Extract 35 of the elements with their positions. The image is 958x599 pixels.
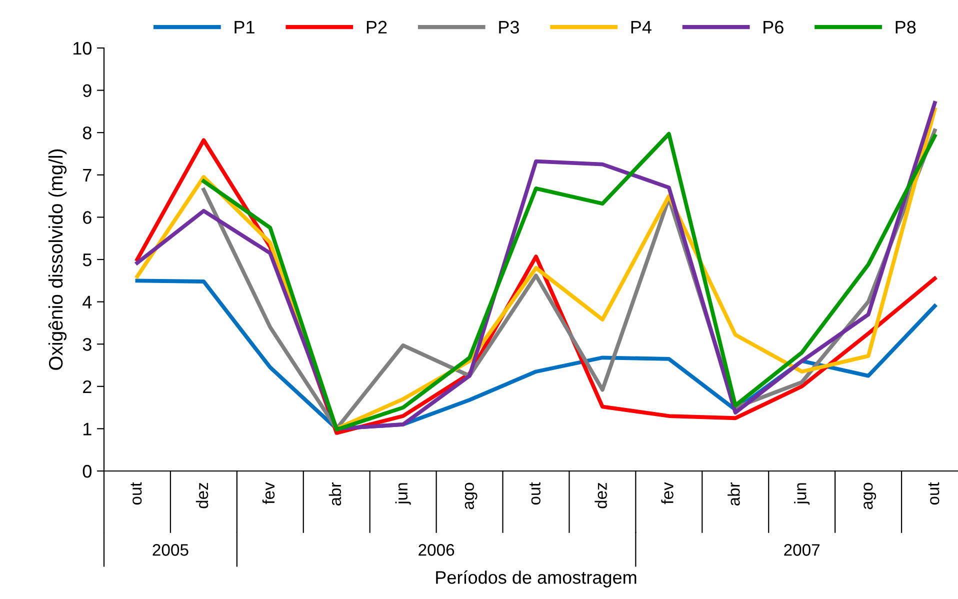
legend-label: P6 bbox=[764, 20, 784, 34]
x-tick-label: ago bbox=[464, 482, 478, 510]
x-tick-label: fev bbox=[262, 482, 275, 504]
x-tick-label: out bbox=[530, 482, 540, 505]
x-tick-label: out bbox=[928, 482, 940, 505]
x-tick-label: ago bbox=[864, 482, 876, 510]
y-tick-label: 1 bbox=[84, 422, 92, 436]
y-tick-label: 8 bbox=[82, 126, 92, 140]
x-tick-label: dez bbox=[196, 482, 208, 508]
x-tick-label: abr bbox=[728, 482, 740, 506]
x-axis-title: Períodos de amostragem bbox=[436, 570, 636, 588]
x-tick-label: out bbox=[130, 482, 142, 505]
y-tick-label: 10 bbox=[73, 42, 92, 55]
y-axis-title: Oxigênio dissolvido (mg/l) bbox=[48, 149, 67, 370]
y-tick-label: 7 bbox=[83, 169, 92, 182]
text: 2007 bbox=[784, 544, 820, 556]
y-tick-label: 2 bbox=[83, 380, 92, 393]
legend-label: P4 bbox=[631, 21, 652, 34]
x-tick-label: abr bbox=[328, 482, 342, 506]
y-tick-label: 3 bbox=[82, 338, 92, 351]
text: 2006 bbox=[418, 544, 454, 556]
x-tick-label: fev bbox=[661, 482, 674, 504]
y-tick-label: 6 bbox=[83, 211, 92, 224]
x-tick-label: jun bbox=[794, 483, 810, 505]
y-tick-label: 5 bbox=[82, 254, 92, 266]
legend-label: P3 bbox=[499, 20, 519, 34]
legend-label: P2 bbox=[366, 20, 387, 34]
x-tick-label: dez bbox=[594, 482, 607, 508]
y-tick-label: 9 bbox=[83, 84, 92, 98]
y-tick-label: 4 bbox=[82, 296, 92, 308]
legend-label: P8 bbox=[896, 20, 916, 34]
text: 2005 bbox=[152, 544, 188, 556]
x-tick-label: jun bbox=[395, 483, 411, 505]
legend-label: P1 bbox=[234, 21, 254, 34]
y-tick-label: 0 bbox=[82, 464, 92, 478]
